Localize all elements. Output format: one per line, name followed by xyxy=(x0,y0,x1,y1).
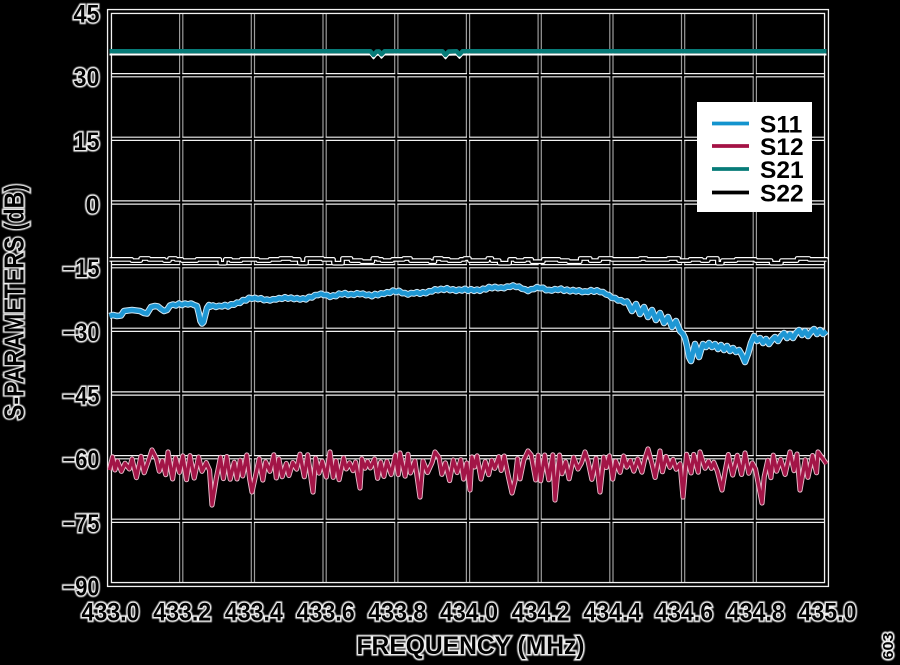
svg-text:S-PARAMETERS (dB): S-PARAMETERS (dB) xyxy=(0,184,30,420)
svg-text:30: 30 xyxy=(74,64,100,92)
svg-text:433.0: 433.0 xyxy=(82,599,140,627)
svg-text:−75: −75 xyxy=(63,510,100,538)
svg-text:434.4: 434.4 xyxy=(583,599,641,627)
svg-text:434.4: 434.4 xyxy=(583,599,641,627)
svg-text:−75: −75 xyxy=(63,510,100,538)
svg-text:−45: −45 xyxy=(63,383,100,411)
svg-text:434.6: 434.6 xyxy=(655,599,713,627)
svg-text:FREQUENCY (MHz): FREQUENCY (MHz) xyxy=(357,632,585,660)
svg-text:434.0: 434.0 xyxy=(440,599,498,627)
svg-text:0: 0 xyxy=(86,192,100,220)
svg-text:433.2: 433.2 xyxy=(153,599,211,627)
svg-text:45: 45 xyxy=(74,1,100,29)
svg-text:0: 0 xyxy=(86,192,100,220)
svg-text:603: 603 xyxy=(880,633,897,660)
svg-text:−45: −45 xyxy=(63,383,100,411)
svg-text:433.6: 433.6 xyxy=(297,599,355,627)
svg-text:S12: S12 xyxy=(760,134,804,161)
svg-text:433.4: 433.4 xyxy=(225,599,283,627)
svg-text:−15: −15 xyxy=(63,255,100,283)
svg-text:S22: S22 xyxy=(760,181,804,208)
svg-text:45: 45 xyxy=(74,1,100,29)
svg-text:434.2: 434.2 xyxy=(512,599,570,627)
svg-text:434.2: 434.2 xyxy=(512,599,570,627)
svg-text:433.8: 433.8 xyxy=(368,599,426,627)
svg-text:435.0: 435.0 xyxy=(799,599,857,627)
svg-text:−60: −60 xyxy=(63,446,100,474)
svg-text:−60: −60 xyxy=(63,446,100,474)
svg-text:−15: −15 xyxy=(63,255,100,283)
svg-text:433.6: 433.6 xyxy=(297,599,355,627)
svg-text:S11: S11 xyxy=(760,112,802,139)
svg-text:−90: −90 xyxy=(63,574,100,602)
svg-text:−30: −30 xyxy=(63,319,100,347)
svg-text:433.2: 433.2 xyxy=(153,599,211,627)
svg-text:435.0: 435.0 xyxy=(799,599,857,627)
svg-text:15: 15 xyxy=(74,128,100,156)
svg-text:−90: −90 xyxy=(63,574,100,602)
svg-text:FREQUENCY (MHz): FREQUENCY (MHz) xyxy=(357,632,585,660)
svg-text:30: 30 xyxy=(74,64,100,92)
svg-text:−30: −30 xyxy=(63,319,100,347)
svg-text:433.8: 433.8 xyxy=(368,599,426,627)
svg-text:S-PARAMETERS (dB): S-PARAMETERS (dB) xyxy=(0,184,30,420)
svg-text:434.0: 434.0 xyxy=(440,599,498,627)
svg-text:15: 15 xyxy=(74,128,100,156)
svg-text:434.6: 434.6 xyxy=(655,599,713,627)
svg-text:433.0: 433.0 xyxy=(82,599,140,627)
svg-text:S21: S21 xyxy=(760,157,804,184)
svg-text:434.8: 434.8 xyxy=(727,599,785,627)
svg-text:434.8: 434.8 xyxy=(727,599,785,627)
svg-text:603: 603 xyxy=(880,633,897,660)
svg-text:433.4: 433.4 xyxy=(225,599,283,627)
